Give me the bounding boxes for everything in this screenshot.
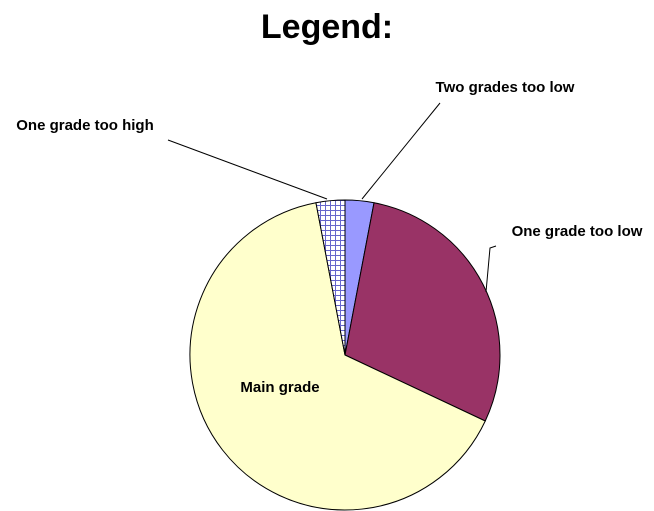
pie-slice bbox=[315, 199, 346, 356]
slice-label: One grade too high bbox=[16, 117, 154, 134]
pie-slice bbox=[189, 202, 486, 511]
leader-line bbox=[485, 245, 497, 293]
leader-line bbox=[361, 102, 441, 200]
slice-label: Main grade bbox=[240, 379, 320, 396]
slice-label: Two grades too low bbox=[435, 79, 575, 96]
slice-label: One grade too low bbox=[511, 223, 643, 240]
leader-line bbox=[167, 139, 328, 200]
chart-title: Legend: bbox=[260, 8, 394, 46]
pie-slice bbox=[344, 202, 501, 422]
